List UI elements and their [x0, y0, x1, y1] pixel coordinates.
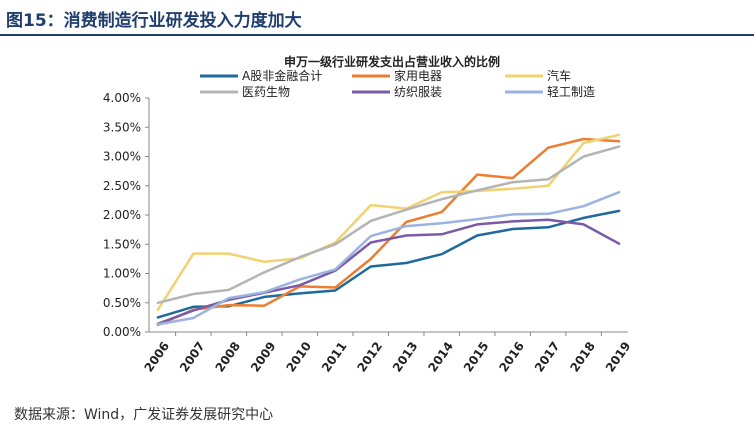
legend-label-5: 纺织服装 — [394, 85, 442, 99]
x-tick-label: 2017 — [532, 339, 563, 374]
legend-label-3: 汽车 — [547, 68, 571, 83]
title-divider — [0, 34, 754, 36]
x-tick-label: 2018 — [567, 339, 598, 374]
y-tick-label: 4.00% — [103, 91, 141, 105]
y-tick-label: 3.50% — [103, 120, 141, 134]
x-tick-label: 2012 — [354, 339, 385, 374]
y-tick-label: 1.00% — [103, 267, 141, 281]
series-line-6 — [156, 190, 621, 326]
legend-label-2: 家用电器 — [394, 68, 442, 83]
y-tick-label: 2.00% — [103, 208, 141, 222]
x-tick-label: 2019 — [603, 339, 634, 374]
legend-label-6: 轻工制造 — [547, 85, 595, 99]
x-tick-label: 2016 — [496, 339, 527, 374]
chart-axes: 0.00% 0.50% 1.00% 1.50% 2.00% 2.50% 3.00% 3.50%… — [103, 91, 634, 375]
x-tick-label: 2014 — [425, 339, 456, 374]
y-tick-label: 1.50% — [103, 237, 141, 251]
x-tick-label: 2011 — [319, 339, 350, 374]
figure-title: 图15：消费制造行业研发投入力度加大 — [6, 11, 302, 31]
legend-label-1: A股非金融合计 — [242, 68, 322, 83]
x-tick-label: 2006 — [142, 339, 173, 374]
x-tick-label: 2008 — [213, 339, 244, 374]
y-tick-label: 0.50% — [103, 296, 141, 310]
series-line-3 — [156, 133, 621, 312]
y-tick-label: 2.50% — [103, 179, 141, 193]
y-tick-label: 3.00% — [103, 150, 141, 164]
series-line-5 — [156, 218, 621, 326]
x-tick-label: 2015 — [461, 339, 492, 374]
x-tick-label: 2009 — [248, 339, 279, 374]
series-line-4 — [156, 145, 621, 305]
legend-label-4: 医药生物 — [242, 85, 290, 99]
y-tick-label: 0.00% — [103, 325, 141, 339]
series-line-2 — [156, 137, 621, 327]
figure-source: 数据来源：Wind，广发证券发展研究中心 — [14, 407, 274, 423]
x-tick-label: 2013 — [390, 339, 421, 374]
chart-series — [156, 133, 621, 327]
x-tick-label: 2007 — [177, 339, 208, 374]
chart-title: 申万一级行业研发支出占营业收入的比例 — [284, 54, 500, 69]
x-tick-label: 2010 — [283, 339, 314, 374]
